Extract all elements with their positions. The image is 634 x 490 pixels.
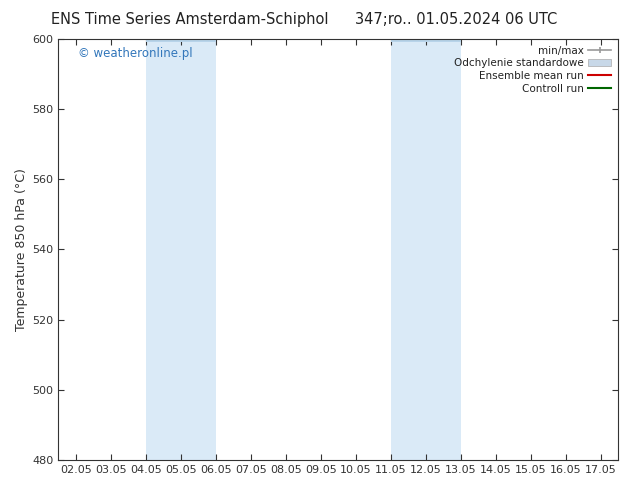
Text: ENS Time Series Amsterdam-Schiphol: ENS Time Series Amsterdam-Schiphol [51,12,329,27]
Text: © weatheronline.pl: © weatheronline.pl [77,48,192,60]
Legend: min/max, Odchylenie standardowe, Ensemble mean run, Controll run: min/max, Odchylenie standardowe, Ensembl… [452,44,613,96]
Bar [391,39,461,460]
Text: 347;ro.. 01.05.2024 06 UTC: 347;ro.. 01.05.2024 06 UTC [355,12,558,27]
Bar [146,39,216,460]
Y-axis label: Temperature 850 hPa (°C): Temperature 850 hPa (°C) [15,168,28,331]
